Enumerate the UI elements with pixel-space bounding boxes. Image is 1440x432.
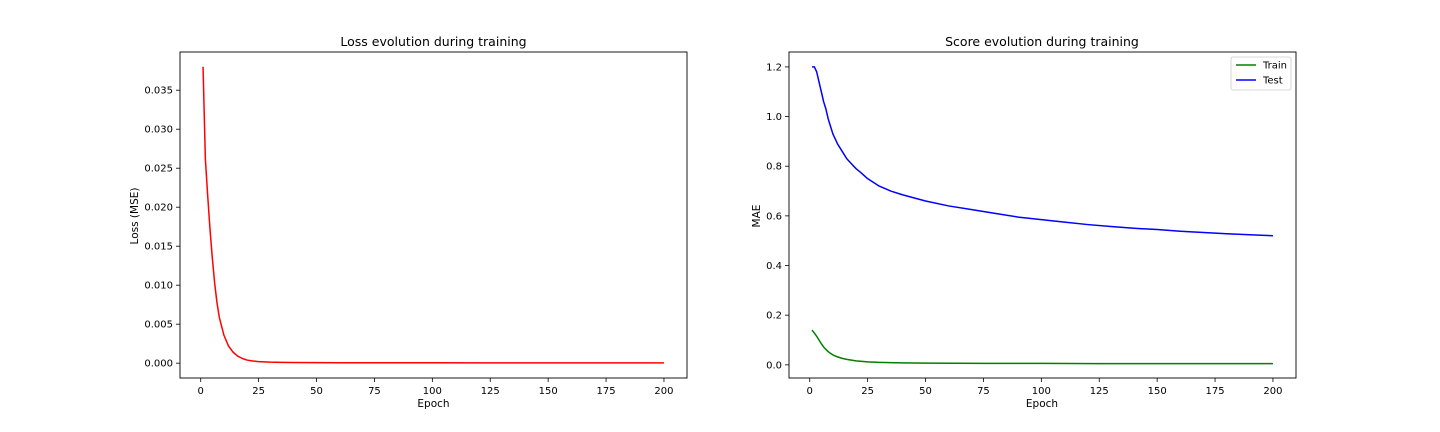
loss-ytick-label: 0.035 bbox=[144, 86, 173, 97]
score-ytick-label: 1.2 bbox=[766, 62, 782, 73]
loss-ytick-label: 0.010 bbox=[144, 281, 173, 292]
loss-xtick-label: 100 bbox=[423, 386, 442, 397]
loss-chart: Loss evolution during training Epoch Los… bbox=[129, 34, 688, 410]
loss-ytick-label: 0.020 bbox=[144, 203, 173, 214]
score-ytick-label: 0.4 bbox=[766, 261, 782, 272]
score-chart-legend: Train Test bbox=[1230, 56, 1292, 91]
score-ytick-label: 1.0 bbox=[766, 112, 782, 123]
loss-chart-plot bbox=[202, 66, 664, 364]
loss-xtick-label: 25 bbox=[252, 386, 265, 397]
score-ytick-label: 0.0 bbox=[766, 360, 782, 371]
loss-series-loss bbox=[202, 66, 664, 364]
legend-label-test: Test bbox=[1262, 76, 1283, 87]
loss-chart-xlabel: Epoch bbox=[417, 398, 449, 410]
loss-xtick-label: 125 bbox=[481, 386, 500, 397]
loss-xtick-label: 0 bbox=[198, 386, 204, 397]
score-xtick-label: 0 bbox=[807, 386, 813, 397]
score-xtick-label: 125 bbox=[1090, 386, 1109, 397]
score-xtick-label: 50 bbox=[919, 386, 932, 397]
loss-ytick-label: 0.015 bbox=[144, 242, 173, 253]
loss-xtick-label: 75 bbox=[368, 386, 381, 397]
score-series-test bbox=[812, 66, 1273, 237]
loss-chart-axes-frame bbox=[179, 51, 688, 379]
legend-label-train: Train bbox=[1262, 61, 1287, 72]
score-series-train bbox=[811, 329, 1273, 365]
score-xtick-label: 150 bbox=[1148, 386, 1167, 397]
score-chart-axes-frame bbox=[788, 51, 1297, 379]
loss-xtick-label: 175 bbox=[597, 386, 616, 397]
loss-ytick-label: 0.025 bbox=[144, 164, 173, 175]
loss-ytick-label: 0.030 bbox=[144, 125, 173, 136]
loss-xtick-label: 50 bbox=[310, 386, 323, 397]
loss-xtick-label: 200 bbox=[654, 386, 673, 397]
score-chart-ticks: 0 25 50 75 100 125 150 175 200 0.0 0.2 0.4 0.6 0.8 1.0… bbox=[766, 62, 1282, 397]
score-chart-ylabel: MAE bbox=[751, 205, 763, 228]
score-chart: Score evolution during training Epoch MA… bbox=[751, 34, 1297, 410]
score-xtick-label: 25 bbox=[861, 386, 874, 397]
score-xtick-label: 75 bbox=[977, 386, 990, 397]
loss-ytick-label: 0.000 bbox=[144, 359, 173, 370]
score-chart-plot bbox=[811, 66, 1273, 365]
score-xtick-label: 100 bbox=[1032, 386, 1051, 397]
score-xtick-label: 200 bbox=[1263, 386, 1282, 397]
score-ytick-label: 0.8 bbox=[766, 162, 782, 173]
loss-ytick-label: 0.005 bbox=[144, 320, 173, 331]
score-ytick-label: 0.6 bbox=[766, 211, 782, 222]
score-chart-xlabel: Epoch bbox=[1026, 398, 1058, 410]
loss-chart-title: Loss evolution during training bbox=[340, 34, 526, 49]
loss-chart-ylabel: Loss (MSE) bbox=[129, 188, 141, 245]
loss-chart-ticks: 0 25 50 75 100 125 150 175 200 0.000 0.005 0.010 0.0… bbox=[144, 86, 673, 397]
loss-xtick-label: 150 bbox=[539, 386, 558, 397]
score-ytick-label: 0.2 bbox=[766, 311, 782, 322]
score-chart-title: Score evolution during training bbox=[945, 34, 1139, 49]
score-xtick-label: 175 bbox=[1206, 386, 1225, 397]
